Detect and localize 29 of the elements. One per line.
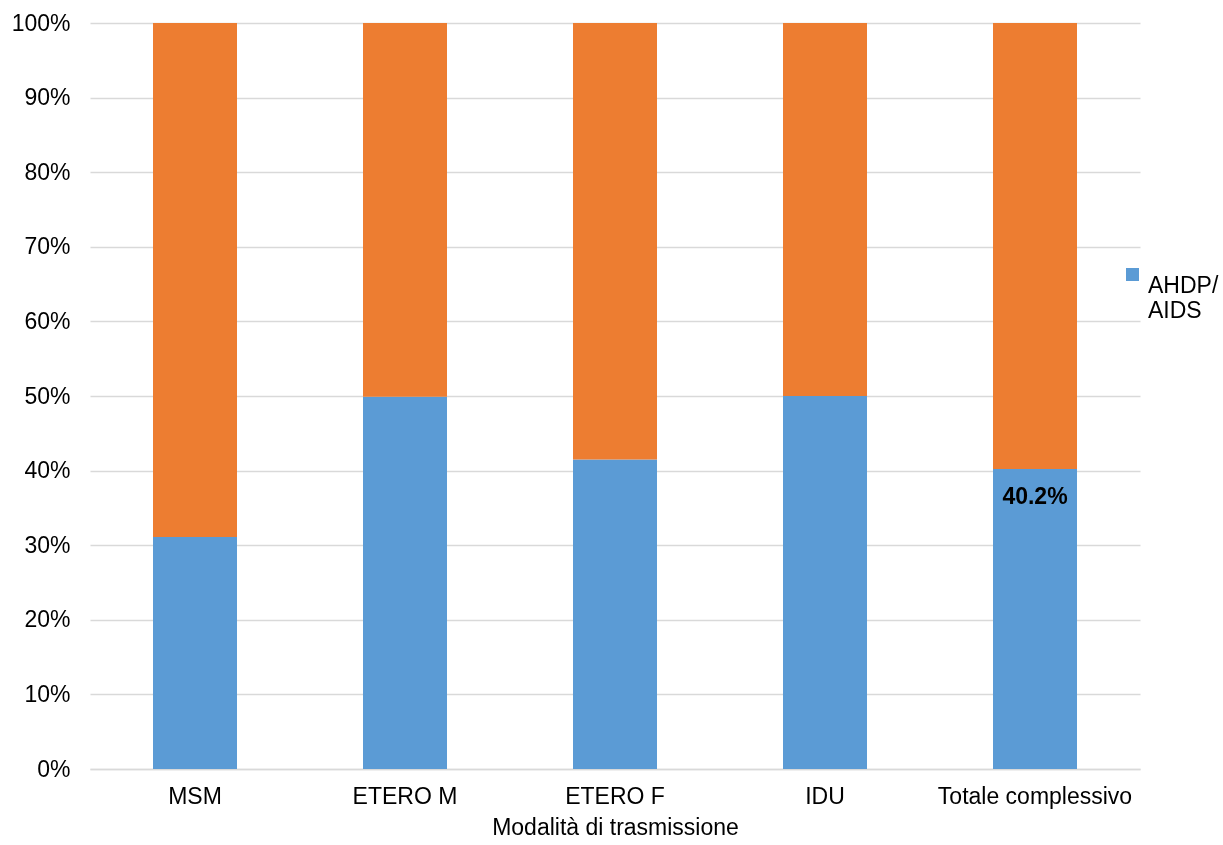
y-tick-label: 40% (24, 457, 71, 484)
y-tick-label: 90% (24, 84, 71, 111)
bar (153, 23, 237, 537)
x-tick-label: IDU (805, 782, 845, 809)
y-tick-label: 60% (24, 307, 71, 334)
y-tick-label: 80% (24, 158, 71, 185)
x-tick-label: ETERO M (352, 782, 458, 809)
bar (993, 23, 1077, 470)
y-tick-label: 30% (24, 531, 71, 558)
bar (783, 396, 867, 769)
y-tick-label: 10% (24, 680, 71, 707)
bar (573, 23, 657, 460)
y-tick-label: 50% (24, 382, 71, 409)
bar (363, 23, 447, 397)
x-tick-label: MSM (168, 782, 222, 809)
bar (573, 459, 657, 769)
bar (153, 536, 237, 769)
y-tick-label: 0% (37, 755, 71, 782)
y-tick-label: 20% (24, 606, 71, 633)
x-axis-title: Modalità di trasmissione (492, 813, 739, 840)
bar (363, 396, 447, 769)
y-tick-label: 100% (11, 9, 71, 36)
legend-label: AHDP/AIDS (1148, 271, 1219, 323)
y-tick-label: 70% (24, 233, 71, 260)
x-tick-label: ETERO F (565, 782, 665, 809)
bar (993, 469, 1077, 769)
data-label: 40.2% (1002, 483, 1068, 510)
bar (783, 23, 867, 396)
x-tick-label: Totale complessivo (937, 782, 1133, 809)
